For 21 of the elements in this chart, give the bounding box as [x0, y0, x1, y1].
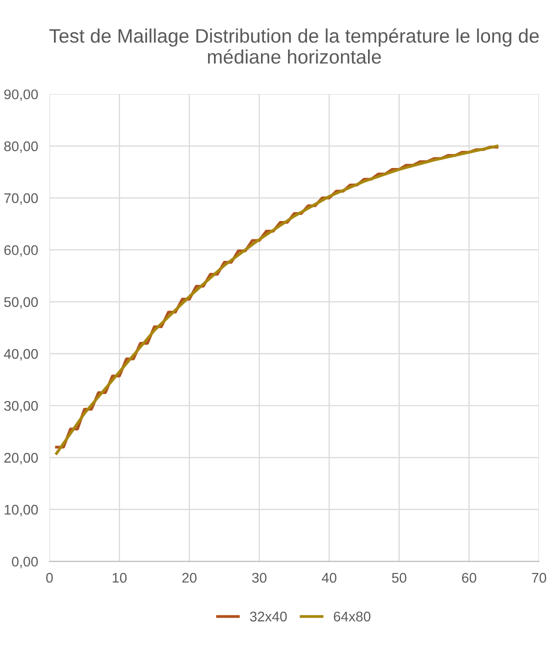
- y-tick-label: 10,00: [4, 504, 38, 516]
- y-tick-label: 20,00: [4, 452, 38, 464]
- legend-label: 32x40: [250, 612, 287, 622]
- y-tick-label: 90,00: [4, 89, 38, 101]
- y-tick-label: 0,00: [12, 556, 38, 568]
- x-tick-label: 70: [532, 572, 546, 583]
- y-tick-label: 30,00: [4, 400, 38, 412]
- y-tick-label: 70,00: [4, 193, 38, 205]
- x-tick-label: 10: [112, 572, 127, 583]
- y-tick-label: 80,00: [4, 141, 38, 153]
- y-tick-label: 50,00: [4, 297, 38, 309]
- x-tick-label: 20: [182, 572, 197, 583]
- y-tick-label: 60,00: [4, 245, 38, 257]
- x-tick-label: 30: [252, 572, 266, 583]
- x-tick-label: 0: [46, 572, 53, 583]
- legend-label: 64x80: [334, 612, 370, 622]
- chart-title: Test de Maillage Distribution de la température le long de médiane horizontale: [49, 28, 539, 64]
- x-tick-label: 60: [462, 572, 476, 583]
- y-tick-label: 40,00: [4, 349, 38, 361]
- x-tick-label: 50: [392, 572, 406, 583]
- x-tick-label: 40: [322, 572, 336, 583]
